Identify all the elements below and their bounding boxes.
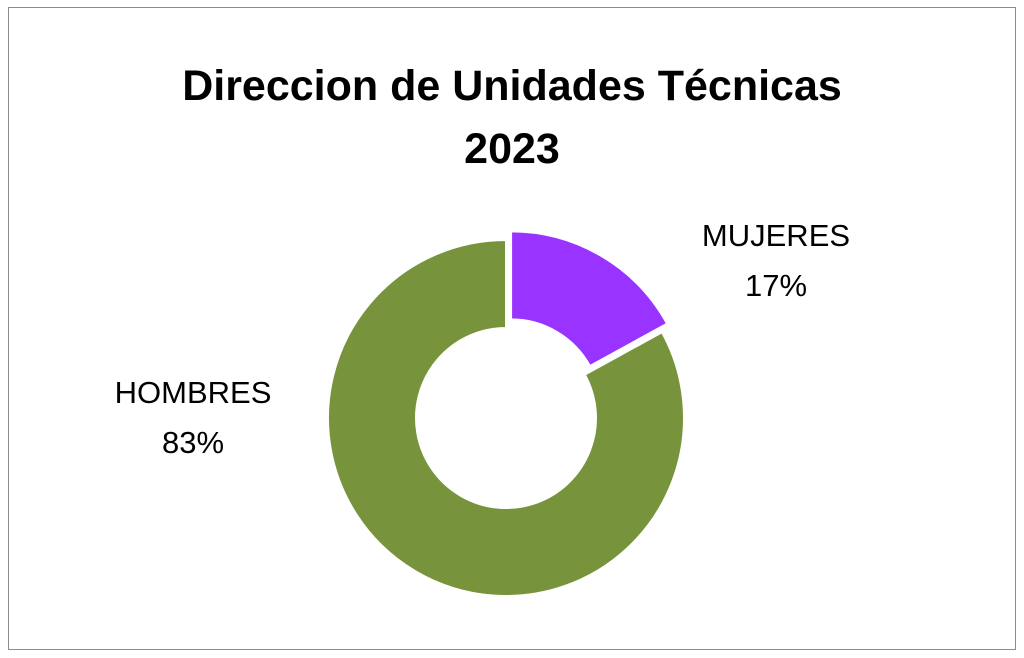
chart-title-line-1: Direccion de Unidades Técnicas [182,62,842,110]
slice-mujeres [510,230,669,368]
slice-label-hombres-value: 83% [162,425,224,460]
slice-hombres [327,238,685,597]
slice-label-hombres-name: HOMBRES [115,375,272,410]
doughnut-slices [327,230,685,597]
chart-title: Direccion de Unidades Técnicas 2023 [0,55,1024,181]
slice-label-mujeres-value: 17% [745,268,807,303]
chart-title-line-2: 2023 [464,125,560,173]
slice-label-mujeres-name: MUJERES [702,218,850,253]
